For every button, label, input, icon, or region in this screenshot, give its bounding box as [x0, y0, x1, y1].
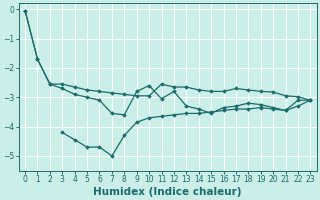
X-axis label: Humidex (Indice chaleur): Humidex (Indice chaleur) [93, 187, 242, 197]
